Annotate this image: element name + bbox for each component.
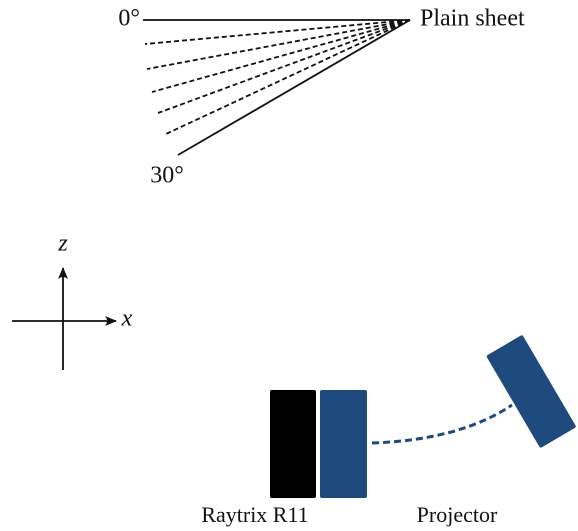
line-dashed <box>157 19 411 114</box>
axis-label: x <box>121 306 133 332</box>
target-label: Plain sheet <box>420 6 525 32</box>
angle-label: 0° <box>118 6 140 32</box>
angle-fan <box>143 19 411 156</box>
projector <box>486 335 576 448</box>
line-dashed <box>144 19 411 45</box>
line-dashed <box>165 19 411 135</box>
angle-label: 30° <box>150 163 184 189</box>
axis-label: z <box>57 231 68 257</box>
connection <box>371 403 513 445</box>
axes <box>12 267 117 370</box>
line-dashed <box>146 19 411 70</box>
device-label: Projector <box>417 502 498 527</box>
device-label: Raytrix R11 <box>201 502 308 527</box>
line-dashed <box>151 19 411 93</box>
camera-lens <box>320 390 367 498</box>
camera-body <box>270 390 316 498</box>
line-30deg <box>177 19 411 156</box>
